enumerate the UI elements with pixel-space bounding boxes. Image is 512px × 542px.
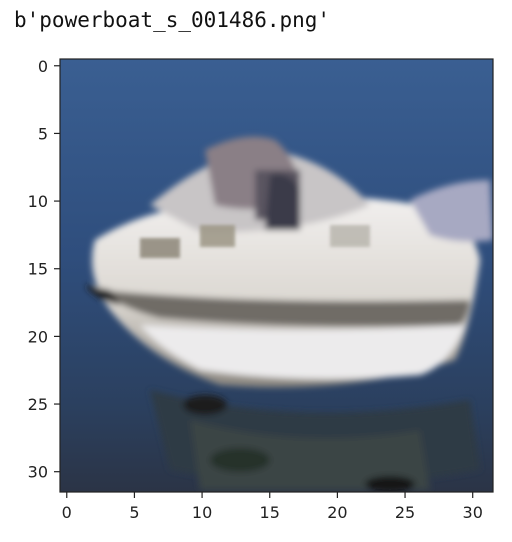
y-tick-label: 20 (28, 327, 48, 346)
plot-frame (59, 58, 494, 493)
y-tick-label: 5 (38, 124, 48, 143)
x-tick-label: 15 (260, 503, 280, 522)
x-tick-label: 20 (327, 503, 347, 522)
y-tick-label: 0 (38, 57, 48, 76)
y-tick-label: 25 (28, 395, 48, 414)
x-tick-label: 0 (62, 503, 72, 522)
x-axis: 0 5 10 15 20 25 30 (62, 492, 483, 522)
x-tick-label: 30 (463, 503, 483, 522)
y-axis: 0 5 10 15 20 25 30 (28, 57, 60, 482)
y-tick-label: 30 (28, 463, 48, 482)
powerboat-image (60, 59, 493, 492)
image-title: b'powerboat_s_001486.png' (14, 8, 331, 32)
x-tick-label: 10 (192, 503, 212, 522)
x-tick-label: 25 (395, 503, 415, 522)
x-tick-label: 5 (129, 503, 139, 522)
y-tick-label: 10 (28, 192, 48, 211)
y-tick-label: 15 (28, 260, 48, 279)
